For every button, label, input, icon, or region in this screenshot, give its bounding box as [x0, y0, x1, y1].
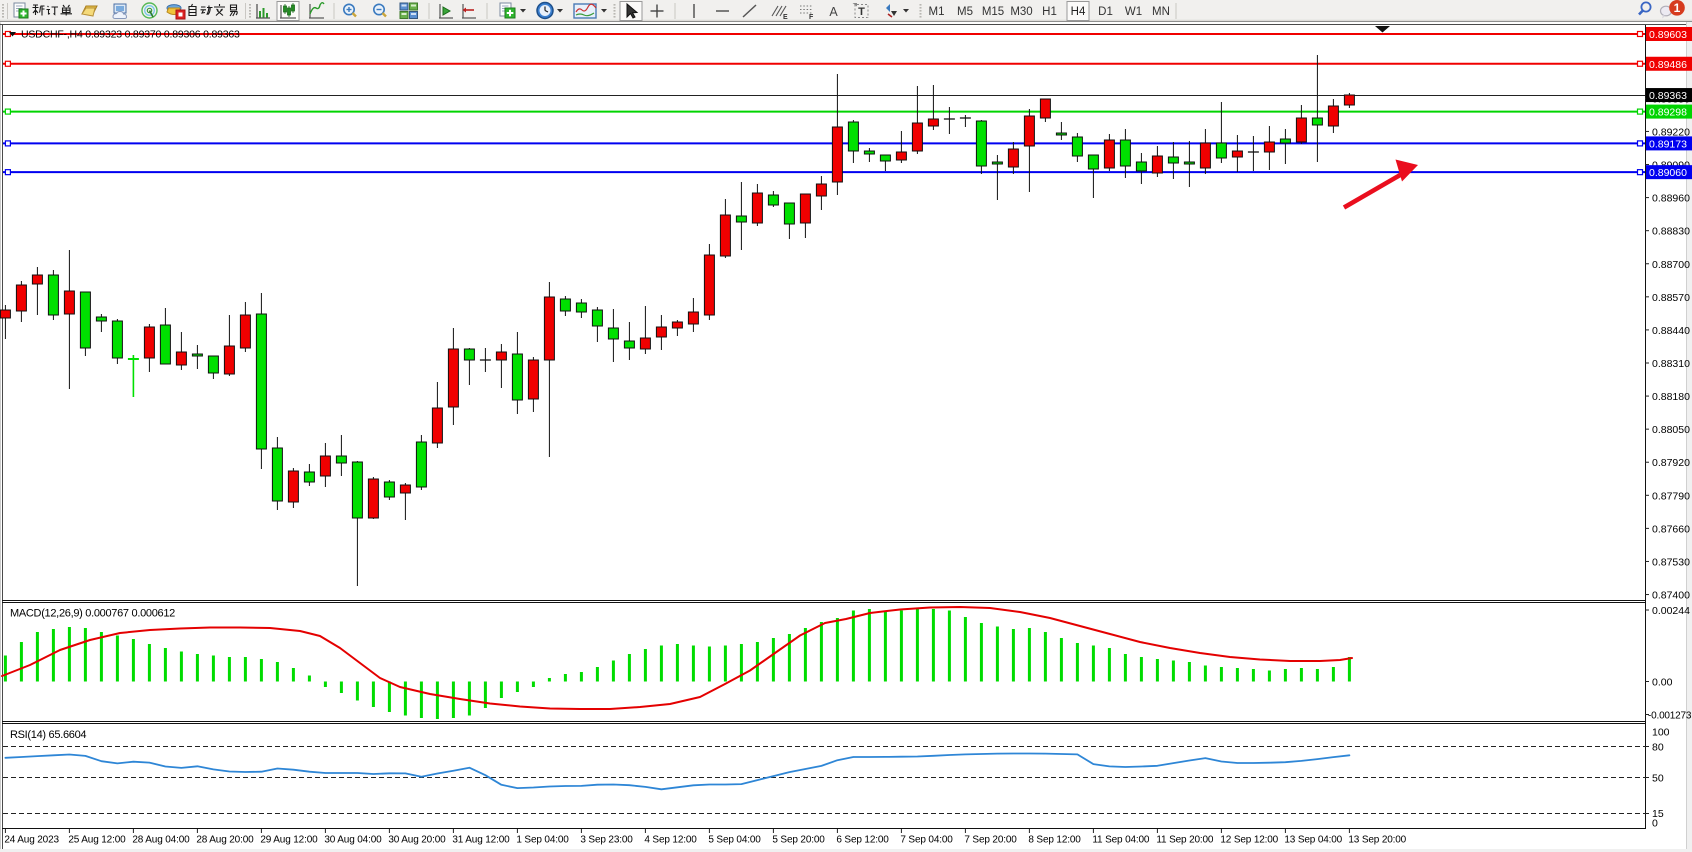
svg-text:MACD(12,26,9) 0.000767 0.00061: MACD(12,26,9) 0.000767 0.000612 [10, 608, 175, 620]
svg-text:T: T [858, 6, 865, 18]
svg-text:11 Sep 04:00: 11 Sep 04:00 [1092, 835, 1150, 846]
svg-text:0: 0 [1652, 818, 1658, 830]
svg-text:5 Sep 04:00: 5 Sep 04:00 [708, 835, 761, 846]
svg-text:100: 100 [1652, 727, 1670, 739]
svg-text:0.89363: 0.89363 [1649, 90, 1687, 102]
svg-text:13 Sep 04:00: 13 Sep 04:00 [1284, 835, 1342, 846]
svg-text:0.88440: 0.88440 [1652, 325, 1690, 337]
svg-text:7 Sep 04:00: 7 Sep 04:00 [900, 835, 953, 846]
svg-text:M30: M30 [1010, 6, 1032, 18]
svg-text:-0.001273: -0.001273 [1648, 711, 1692, 722]
svg-text:0.89060: 0.89060 [1649, 167, 1687, 179]
svg-text:30 Aug 04:00: 30 Aug 04:00 [324, 835, 382, 846]
svg-text:24 Aug 2023: 24 Aug 2023 [4, 835, 59, 846]
svg-text:29 Aug 12:00: 29 Aug 12:00 [260, 835, 318, 846]
svg-text:0.88180: 0.88180 [1652, 391, 1690, 403]
svg-text:0.87790: 0.87790 [1652, 490, 1690, 502]
svg-text:3 Sep 23:00: 3 Sep 23:00 [580, 835, 633, 846]
svg-text:0.87400: 0.87400 [1652, 590, 1690, 602]
svg-text:0.88960: 0.88960 [1652, 193, 1690, 205]
svg-text:F: F [809, 14, 814, 21]
svg-text:8 Sep 12:00: 8 Sep 12:00 [1028, 835, 1081, 846]
svg-text:4 Sep 12:00: 4 Sep 12:00 [644, 835, 697, 846]
svg-text:0.89173: 0.89173 [1649, 138, 1687, 150]
svg-text:30 Aug 20:00: 30 Aug 20:00 [388, 835, 446, 846]
svg-text:0.88050: 0.88050 [1652, 424, 1690, 436]
svg-text:5 Sep 20:00: 5 Sep 20:00 [772, 835, 825, 846]
svg-text:A: A [829, 5, 838, 19]
svg-text:1 Sep 04:00: 1 Sep 04:00 [516, 835, 569, 846]
svg-text:1: 1 [1674, 1, 1681, 15]
svg-text:7 Sep 20:00: 7 Sep 20:00 [964, 835, 1017, 846]
svg-text:0.87660: 0.87660 [1652, 523, 1690, 535]
svg-text:80: 80 [1652, 742, 1664, 754]
svg-text:12 Sep 12:00: 12 Sep 12:00 [1220, 835, 1278, 846]
svg-text:13 Sep 20:00: 13 Sep 20:00 [1348, 835, 1406, 846]
svg-text:0.88570: 0.88570 [1652, 292, 1690, 304]
svg-text:15: 15 [1652, 808, 1664, 820]
svg-text:28 Aug 04:00: 28 Aug 04:00 [132, 835, 190, 846]
svg-text:31 Aug 12:00: 31 Aug 12:00 [452, 835, 510, 846]
svg-text:H4: H4 [1071, 6, 1086, 18]
svg-text:M5: M5 [957, 6, 973, 18]
svg-text:0.89486: 0.89486 [1649, 59, 1687, 71]
svg-text:0.89220: 0.89220 [1652, 126, 1690, 138]
svg-text:25 Aug 12:00: 25 Aug 12:00 [68, 835, 126, 846]
svg-text:28 Aug 20:00: 28 Aug 20:00 [196, 835, 254, 846]
svg-text:0.00: 0.00 [1652, 677, 1673, 689]
svg-text:0.87920: 0.87920 [1652, 457, 1690, 469]
svg-text:H1: H1 [1042, 6, 1057, 18]
svg-text:M1: M1 [929, 6, 945, 18]
svg-text:0.88830: 0.88830 [1652, 226, 1690, 238]
svg-text:0.89603: 0.89603 [1649, 29, 1687, 41]
svg-text:M15: M15 [982, 6, 1004, 18]
svg-text:6 Sep 12:00: 6 Sep 12:00 [836, 835, 889, 846]
svg-text:E: E [783, 14, 788, 21]
svg-text:0.89298: 0.89298 [1649, 107, 1687, 119]
svg-text:0.00244: 0.00244 [1652, 605, 1690, 617]
svg-text:0.87530: 0.87530 [1652, 556, 1690, 568]
svg-text:0.88700: 0.88700 [1652, 259, 1690, 271]
svg-text:MN: MN [1152, 6, 1170, 18]
svg-text:0.88310: 0.88310 [1652, 358, 1690, 370]
svg-text:50: 50 [1652, 773, 1664, 785]
svg-text:11 Sep 20:00: 11 Sep 20:00 [1156, 835, 1214, 846]
svg-text:W1: W1 [1125, 6, 1142, 18]
svg-text:RSI(14) 65.6604: RSI(14) 65.6604 [10, 729, 86, 741]
svg-text:USDCHF-,H4 0.89323 0.89370 0.: USDCHF-,H4 0.89323 0.89370 0.89306 0.893… [21, 29, 240, 41]
svg-text:D1: D1 [1098, 6, 1113, 18]
